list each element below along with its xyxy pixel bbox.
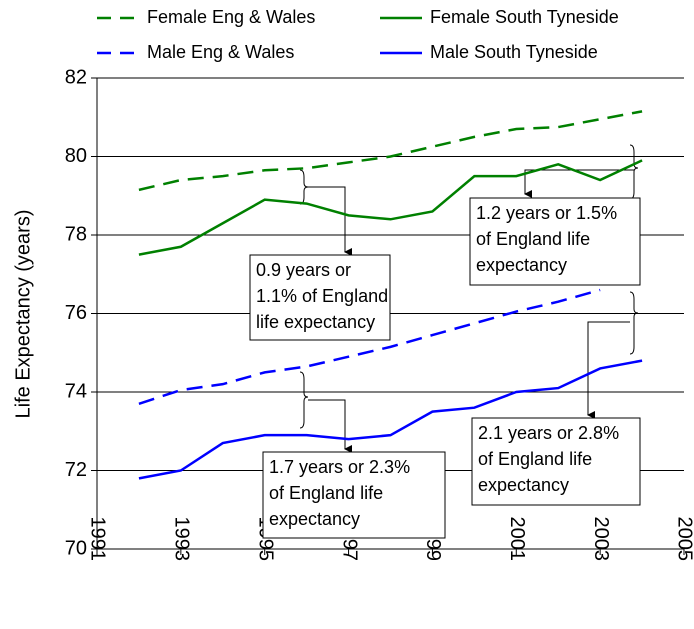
y-tick-label: 72 xyxy=(65,459,87,481)
annotation-box xyxy=(471,417,641,506)
annotation-text: expectancy xyxy=(269,509,360,529)
annotation-text: of England life xyxy=(476,229,590,249)
brace xyxy=(299,371,309,429)
x-tick-label: 2005 xyxy=(674,517,694,562)
brace xyxy=(299,169,309,205)
series-line xyxy=(138,110,643,192)
arrow xyxy=(524,169,634,198)
arrow xyxy=(587,321,630,419)
x-tick-label: 1991 xyxy=(87,517,109,562)
annotation-box xyxy=(262,451,446,539)
y-tick-label: 82 xyxy=(65,66,87,88)
annotation-text: 1.2 years or 1.5% xyxy=(476,203,617,223)
x-tick-label: 2001 xyxy=(506,517,528,562)
annotation-box xyxy=(469,197,641,286)
annotation-text: 2.1 years or 2.8% xyxy=(478,423,619,443)
legend-label: Female South Tyneside xyxy=(430,7,619,27)
legend-label: Male Eng & Wales xyxy=(147,42,294,62)
annotation-text: expectancy xyxy=(478,475,569,495)
annotation-text: 1.1% of England xyxy=(256,286,388,306)
y-tick-label: 78 xyxy=(65,223,87,245)
annotation-text: of England life xyxy=(478,449,592,469)
annotation-text: expectancy xyxy=(476,255,567,275)
annotation-text: 0.9 years or xyxy=(256,260,351,280)
annotation-text: of England life xyxy=(269,483,383,503)
annotation-connectors xyxy=(299,144,639,453)
y-tick-label: 70 xyxy=(65,537,87,559)
annotation-box xyxy=(249,254,391,341)
annotation-text: 1.7 years or 2.3% xyxy=(269,457,410,477)
y-tick-label: 74 xyxy=(65,380,87,402)
series-line xyxy=(138,159,643,256)
x-tick-label: 1993 xyxy=(171,517,193,562)
arrow xyxy=(308,186,352,256)
legend-label: Female Eng & Wales xyxy=(147,7,315,27)
arrow xyxy=(308,399,352,453)
y-tick-label: 80 xyxy=(65,145,87,167)
x-tick-label: 2003 xyxy=(590,517,612,562)
annotation-text: life expectancy xyxy=(256,312,375,332)
series-line xyxy=(138,288,601,405)
brace xyxy=(629,144,639,200)
y-tick-label: 76 xyxy=(65,302,87,324)
legend-label: Male South Tyneside xyxy=(430,42,598,62)
series-line xyxy=(138,359,643,480)
y-axis-title: Life Expectancy (years) xyxy=(12,210,34,419)
brace xyxy=(629,291,639,355)
